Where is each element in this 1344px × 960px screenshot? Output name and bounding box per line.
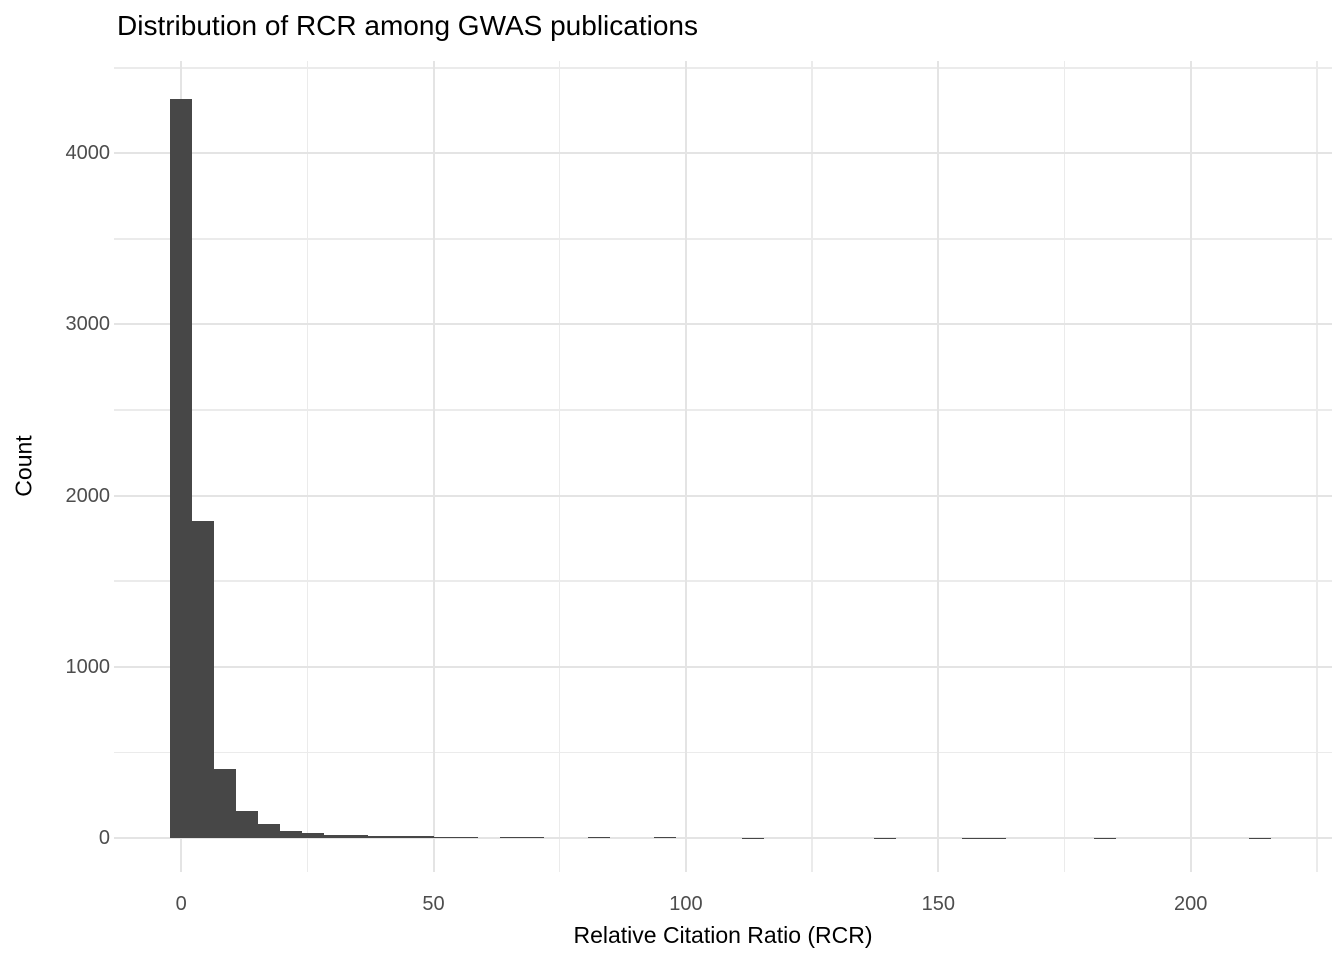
- gridline-major-x: [432, 61, 435, 872]
- histogram-bar: [368, 835, 391, 838]
- histogram-bar: [236, 810, 259, 838]
- x-tick-label: 200: [1173, 893, 1208, 915]
- y-tick-label: 3000: [65, 313, 111, 336]
- gridline-minor-y: [114, 580, 1332, 582]
- x-tick-label: 50: [422, 893, 445, 915]
- x-tick-label: 100: [669, 893, 703, 915]
- y-tick-label: 2000: [65, 484, 111, 507]
- gridline-major-x: [937, 61, 940, 872]
- histogram-bar: [192, 521, 215, 838]
- histogram-bar: [434, 836, 457, 838]
- y-tick-label: 1000: [65, 655, 111, 678]
- y-tick-label: 4000: [65, 142, 111, 165]
- x-tick-label: 0: [175, 893, 187, 915]
- gridline-major-y: [114, 665, 1332, 668]
- gridline-major-y: [114, 836, 1332, 839]
- histogram-bar: [258, 823, 281, 838]
- gridline-minor-x: [306, 61, 309, 872]
- histogram-bar: [346, 835, 369, 838]
- histogram-bar: [324, 834, 347, 838]
- gridline-minor-y: [114, 409, 1332, 411]
- gridline-minor-y: [114, 67, 1332, 69]
- x-axis-title: Relative Citation Ratio (RCR): [573, 922, 873, 948]
- plot-panel: [114, 61, 1332, 872]
- histogram-bar: [412, 836, 435, 838]
- histogram-bar: [302, 833, 325, 838]
- histogram-bar: [280, 830, 303, 838]
- gridline-major-y: [114, 323, 1332, 326]
- gridline-minor-y: [114, 751, 1332, 753]
- gridline-minor-x: [1063, 61, 1066, 872]
- x-tick-label: 150: [921, 893, 955, 915]
- gridline-major-y: [114, 152, 1332, 155]
- gridline-minor-x: [811, 61, 813, 872]
- gridline-major-y: [114, 494, 1332, 497]
- gridline-minor-x: [559, 61, 561, 872]
- y-axis-title: Count: [10, 435, 37, 497]
- histogram-bar: [522, 837, 545, 838]
- gridline-minor-x: [1316, 61, 1318, 872]
- gridline-minor-y: [114, 238, 1332, 240]
- y-tick-label: 0: [98, 826, 110, 849]
- histogram-bar: [456, 836, 479, 838]
- histogram-bar: [214, 768, 237, 838]
- histogram-bar: [170, 99, 193, 838]
- histogram-bar: [390, 836, 413, 838]
- histogram-bar: [500, 837, 523, 838]
- gridline-major-x: [1189, 61, 1192, 872]
- chart-title: Distribution of RCR among GWAS publicati…: [117, 10, 698, 41]
- gridline-major-x: [684, 61, 687, 872]
